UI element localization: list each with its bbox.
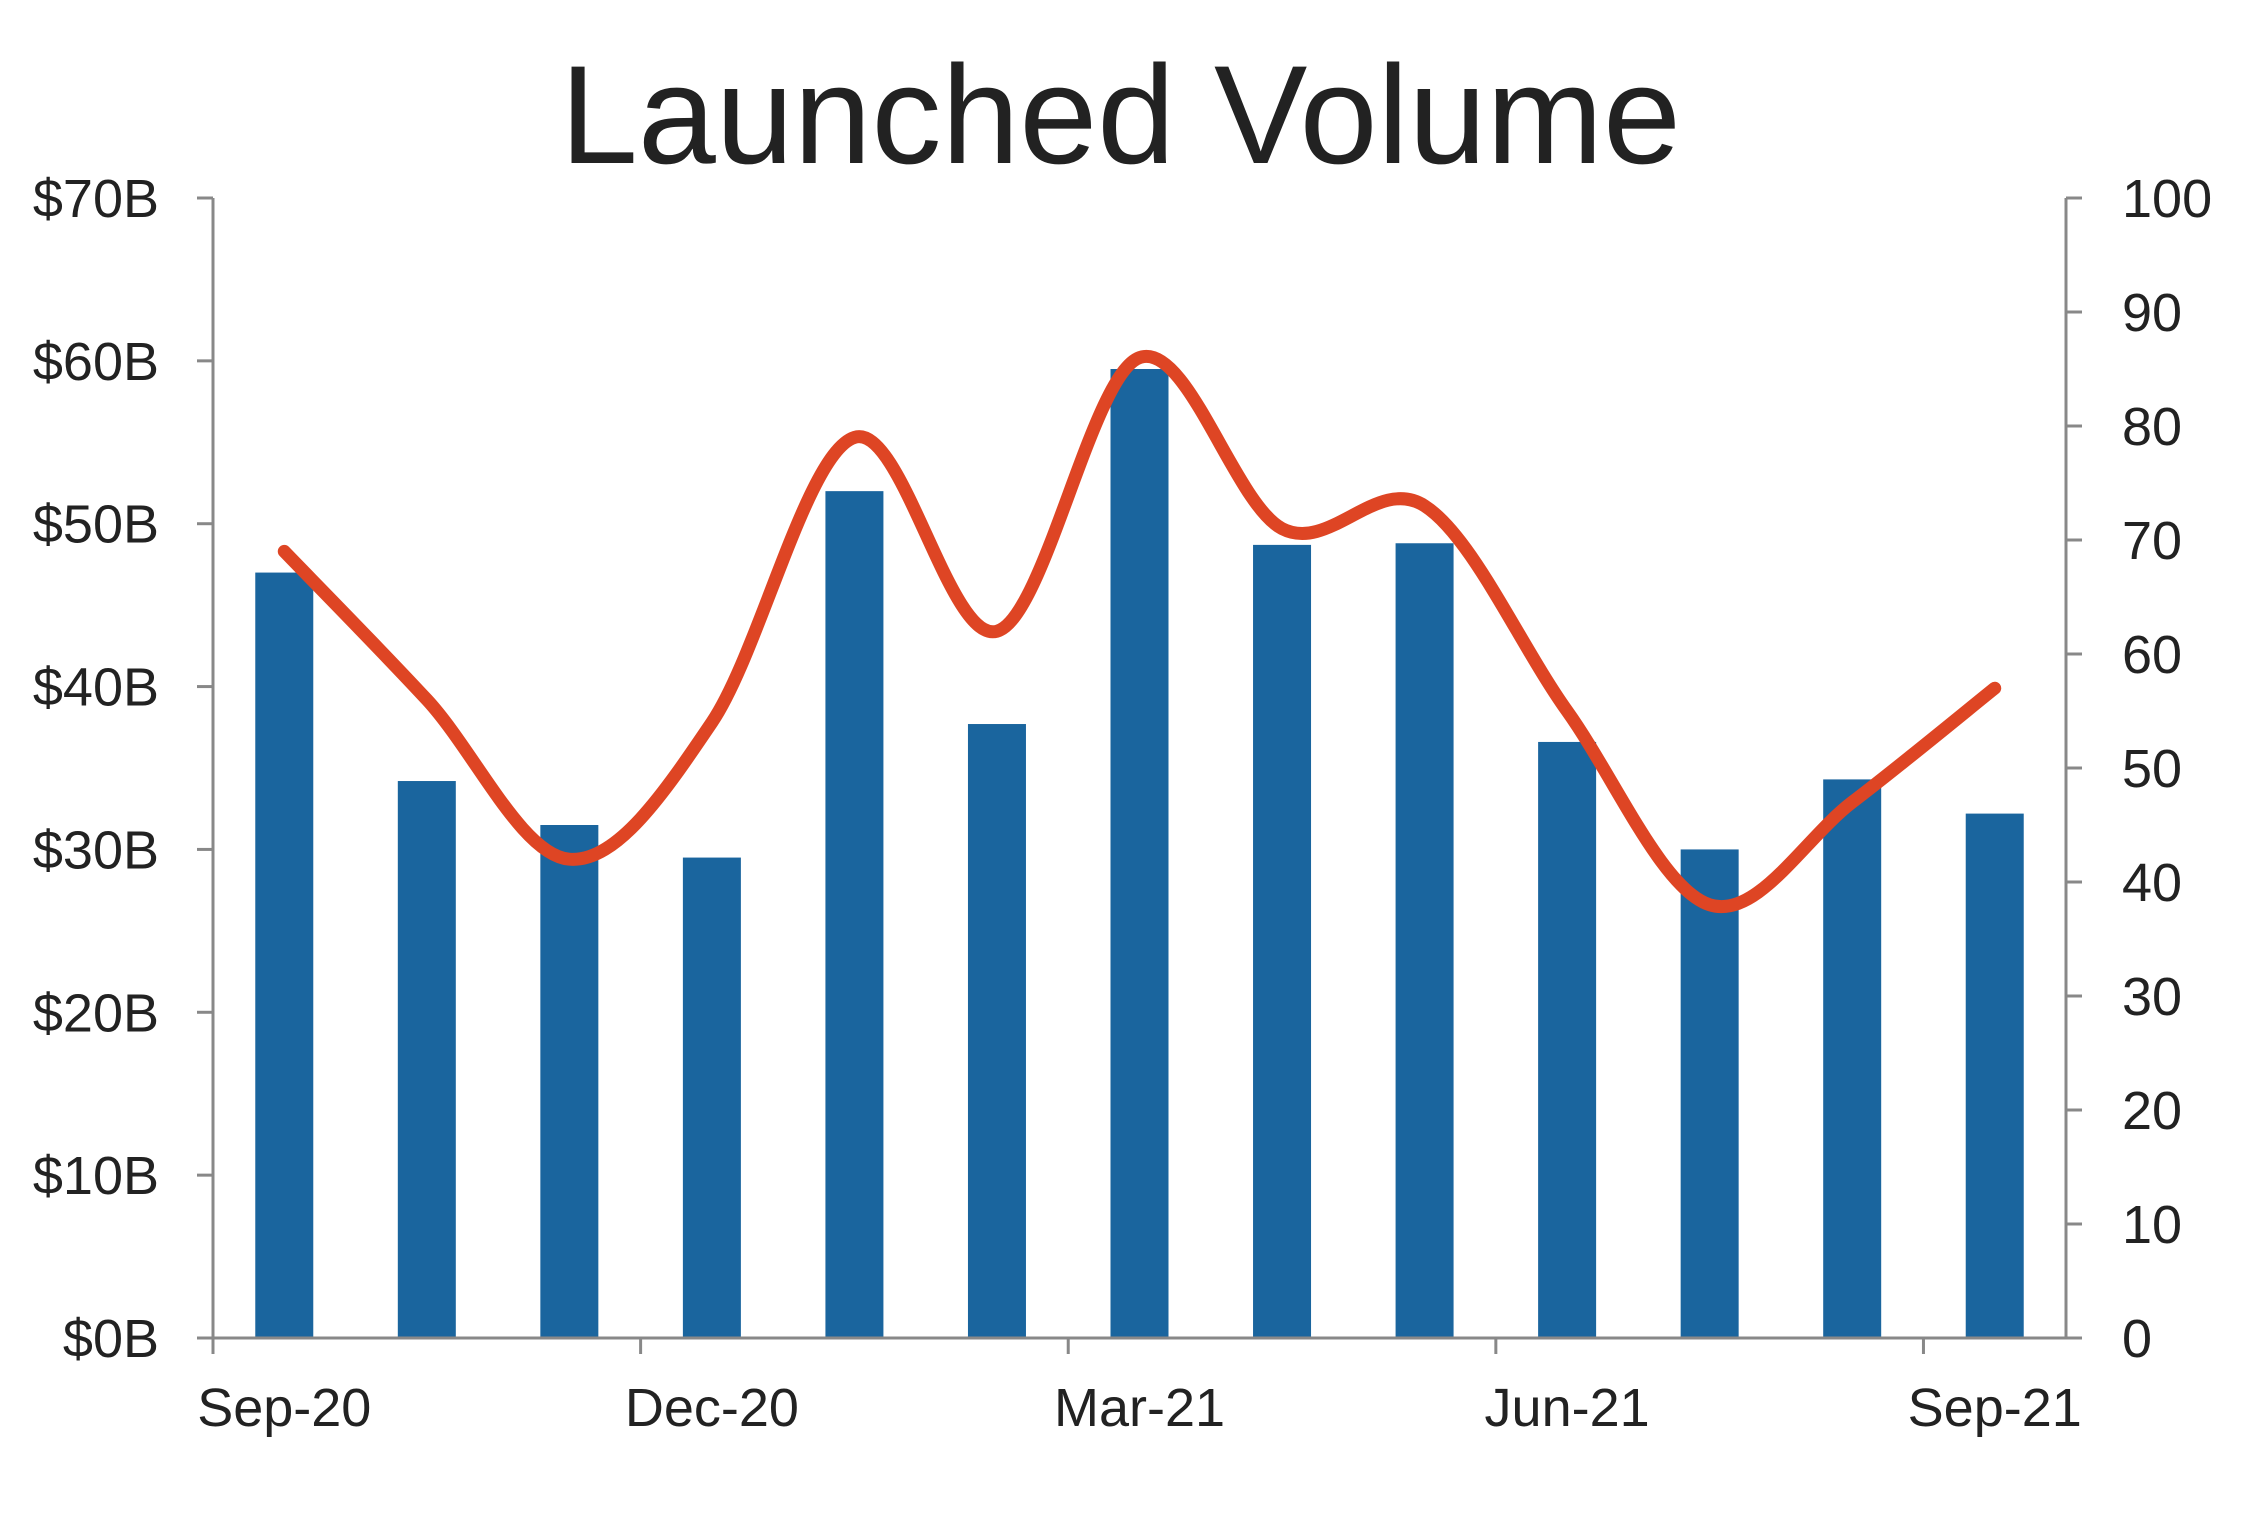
- y-right-tick-label: 40: [2122, 853, 2182, 913]
- bar-jul-21: [1680, 849, 1739, 1338]
- line-point-aug-21: [1851, 801, 1853, 803]
- line-point-dec-20: [711, 721, 713, 723]
- y-left-tick-label: $10B: [33, 1146, 159, 1206]
- bar-sep-20: [255, 572, 314, 1338]
- bar-dec-20: [682, 857, 741, 1338]
- x-tick-label: Dec-20: [625, 1378, 799, 1438]
- y-left-tick-label: $0B: [63, 1309, 159, 1369]
- y-left-tick-label: $40B: [33, 658, 159, 718]
- y-left-tick-label: $20B: [33, 983, 159, 1043]
- line-point-jul-21: [1709, 904, 1711, 906]
- line-point-jun-21: [1566, 710, 1568, 712]
- x-tick-label: Sep-21: [1908, 1378, 2082, 1438]
- y-right-tick-label: 100: [2122, 169, 2212, 229]
- line-point-may-21: [1424, 505, 1426, 507]
- y-right-tick-label: 90: [2122, 283, 2182, 343]
- y-left-tick-label: $60B: [33, 332, 159, 392]
- line-series: [277, 349, 2002, 914]
- y-right-tick-label: 30: [2122, 967, 2182, 1027]
- x-tick-label: Mar-21: [1054, 1378, 1225, 1438]
- line-point-feb-21: [996, 630, 998, 632]
- x-tick-label: Jun-21: [1485, 1378, 1650, 1438]
- y-right-tick-label: 50: [2122, 739, 2182, 799]
- chart-title: Launched Volume: [560, 36, 1681, 193]
- y-right-tick-label: 0: [2122, 1309, 2152, 1369]
- x-tick-label: Sep-20: [197, 1378, 371, 1438]
- bar-jun-21: [1538, 741, 1597, 1338]
- y-right-tick-label: 60: [2122, 625, 2182, 685]
- bar-mar-21: [1110, 369, 1169, 1338]
- y-right-tick-label: 70: [2122, 511, 2182, 571]
- bar-may-21: [1395, 543, 1454, 1338]
- line-point-apr-21: [1281, 528, 1283, 530]
- line-point-nov-20: [568, 858, 570, 860]
- line-point-jan-21: [853, 436, 855, 438]
- line-point-mar-21: [1139, 357, 1141, 359]
- bar-nov-20: [540, 825, 599, 1338]
- y-left-tick-label: $30B: [33, 820, 159, 880]
- y-right-tick-label: 20: [2122, 1081, 2182, 1141]
- line-point-sep-20: [283, 550, 285, 552]
- y-left-tick-label: $70B: [33, 169, 159, 229]
- bar-sep-21: [1965, 813, 2024, 1338]
- line-point-oct-20: [426, 699, 428, 701]
- y-right-tick-label: 80: [2122, 397, 2182, 457]
- bar-aug-21: [1823, 779, 1882, 1338]
- bar-apr-21: [1253, 544, 1312, 1338]
- y-right-tick-label: 10: [2122, 1195, 2182, 1255]
- bar-oct-20: [397, 781, 456, 1338]
- bar-jan-21: [825, 491, 884, 1339]
- line-point-sep-21: [1994, 687, 1996, 689]
- y-left-tick-label: $50B: [33, 495, 159, 555]
- bar-feb-21: [967, 724, 1026, 1338]
